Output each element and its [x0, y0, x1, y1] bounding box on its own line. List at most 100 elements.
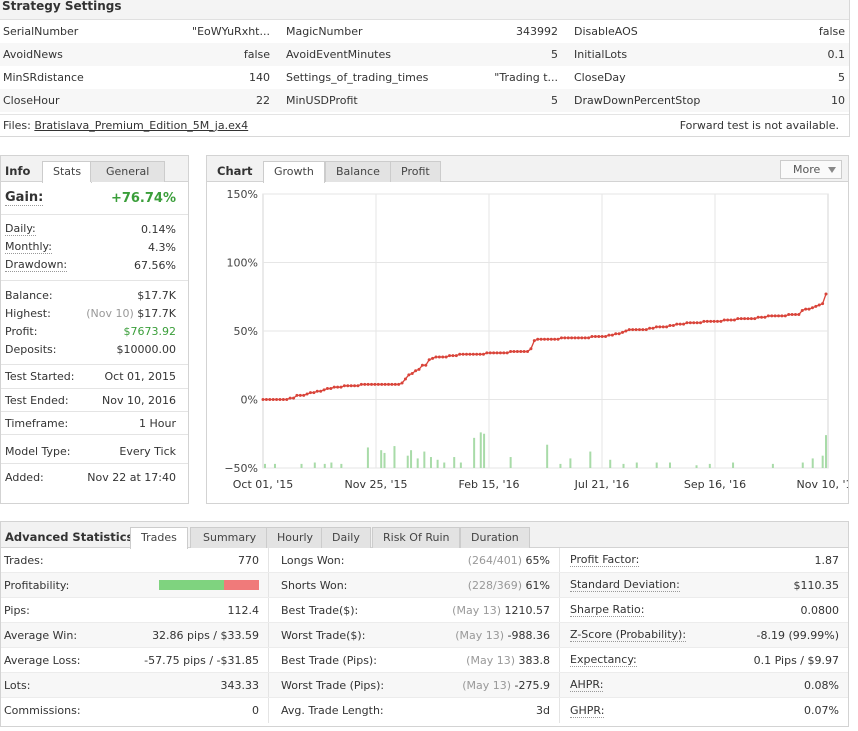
growth-point — [271, 398, 275, 401]
stat-meta: (May 13) — [462, 678, 512, 692]
growth-point — [634, 328, 638, 332]
stat-key: Worst Trade (Pips): — [281, 678, 385, 692]
tab-profit[interactable]: Profit — [390, 161, 441, 182]
tab-general[interactable]: General — [90, 161, 166, 182]
volume-bar — [423, 451, 426, 468]
tab-stats[interactable]: Stats — [42, 161, 93, 183]
growth-point — [295, 393, 299, 397]
tab-hourly[interactable]: Hourly — [266, 527, 325, 548]
tab-summary[interactable]: Summary — [190, 527, 270, 548]
growth-point — [261, 398, 265, 401]
growth-point — [431, 356, 435, 360]
volume-bar — [801, 462, 804, 468]
volume-bar — [416, 458, 419, 468]
growth-point — [366, 382, 370, 386]
growth-point — [353, 384, 357, 388]
chart-title: Chart — [217, 164, 253, 178]
stat-value: 0.07% — [804, 704, 839, 717]
stat-value: 343.33 — [220, 678, 260, 692]
growth-point — [346, 384, 350, 388]
y-tick-label: −50% — [224, 462, 258, 475]
volume-bar — [330, 462, 333, 468]
stat-key: Lots: — [4, 678, 31, 692]
growth-point — [699, 321, 703, 325]
growth-point — [275, 398, 279, 401]
growth-point — [773, 314, 777, 318]
stat-value: 32.86 pips / $33.59 — [152, 628, 259, 642]
growth-point — [529, 347, 533, 351]
setting-value: 140 — [249, 71, 270, 84]
settings-row: SerialNumber "EoWYuRxht... MagicNumber 343… — [0, 20, 849, 43]
growth-point — [631, 328, 635, 332]
stat-value-group: 3d — [536, 704, 550, 717]
stat-value: 3d — [536, 704, 550, 717]
tab-duration[interactable]: Duration — [460, 527, 530, 548]
growth-point — [441, 355, 445, 359]
stat-key: Z-Score (Probability): — [570, 628, 687, 642]
growth-point — [821, 302, 825, 306]
growth-point — [485, 351, 489, 355]
info-group-growth: Daily: 0.14% Monthly: 4.3% Drawdown: 67.56% — [1, 214, 188, 274]
growth-point — [739, 317, 743, 321]
setting-key: MinUSDProfit — [286, 94, 358, 107]
stat-meta: (May 13) — [466, 653, 515, 667]
tab-risk-of-ruin[interactable]: Risk Of Ruin — [372, 527, 461, 548]
tab-balance[interactable]: Balance — [325, 161, 391, 182]
growth-point — [705, 319, 709, 323]
profitability-lost-segment — [224, 580, 259, 590]
stat-value: 65% — [525, 553, 550, 567]
growth-point — [339, 385, 343, 389]
setting-value: false — [818, 25, 845, 38]
volume-bar — [479, 432, 482, 468]
growth-point — [512, 350, 516, 354]
growth-point — [481, 352, 485, 356]
gain-value: +76.74% — [110, 190, 176, 206]
profitability-bar — [159, 580, 259, 590]
growth-point — [397, 382, 401, 386]
tab-daily[interactable]: Daily — [321, 527, 371, 548]
setting-key: SerialNumber — [3, 25, 79, 38]
volume-bar — [473, 437, 476, 468]
more-button[interactable]: More — [780, 160, 842, 179]
balance-label: Balance: — [5, 288, 53, 302]
growth-point — [617, 332, 621, 336]
growth-point — [515, 350, 519, 354]
growth-point — [359, 382, 363, 386]
drawdown-label: Drawdown: — [5, 258, 68, 272]
growth-point — [319, 389, 323, 393]
growth-point — [563, 336, 567, 340]
growth-point — [658, 325, 662, 329]
y-tick-label: 100% — [227, 257, 258, 270]
stat-value: -8.19 (99.99%) — [756, 628, 839, 642]
growth-point — [322, 388, 326, 392]
tab-trades[interactable]: Trades — [130, 527, 188, 549]
stat-key: Longs Won: — [281, 553, 345, 567]
gain-row: Gain: +76.74% — [1, 182, 188, 214]
growth-point — [556, 337, 560, 341]
tab-growth[interactable]: Growth — [263, 161, 325, 183]
growth-point — [400, 381, 404, 385]
more-label: More — [793, 163, 821, 176]
growth-point — [424, 363, 428, 367]
growth-point — [661, 325, 665, 329]
volume-bar — [459, 462, 462, 468]
growth-point — [627, 328, 631, 332]
stat-value: 112.4 — [227, 603, 260, 617]
volume-bar — [825, 435, 827, 468]
growth-point — [573, 336, 577, 340]
daily-label: Daily: — [5, 222, 36, 236]
monthly-value: 4.3% — [148, 240, 176, 254]
growth-point — [492, 351, 496, 355]
growth-point — [641, 328, 645, 332]
growth-point — [407, 373, 411, 377]
growth-point — [437, 355, 441, 359]
y-tick-label: 150% — [227, 188, 258, 201]
file-link[interactable]: Bratislava_Premium_Edition_5M_ja.ex4 — [34, 119, 249, 132]
files-label: Files: — [3, 119, 31, 132]
setting-key: MagicNumber — [286, 25, 363, 38]
growth-point — [787, 313, 791, 317]
stat-key: Profitability: — [4, 578, 70, 592]
highest-value: $17.7K — [137, 306, 176, 320]
growth-point — [383, 382, 387, 386]
growth-point — [614, 332, 618, 336]
